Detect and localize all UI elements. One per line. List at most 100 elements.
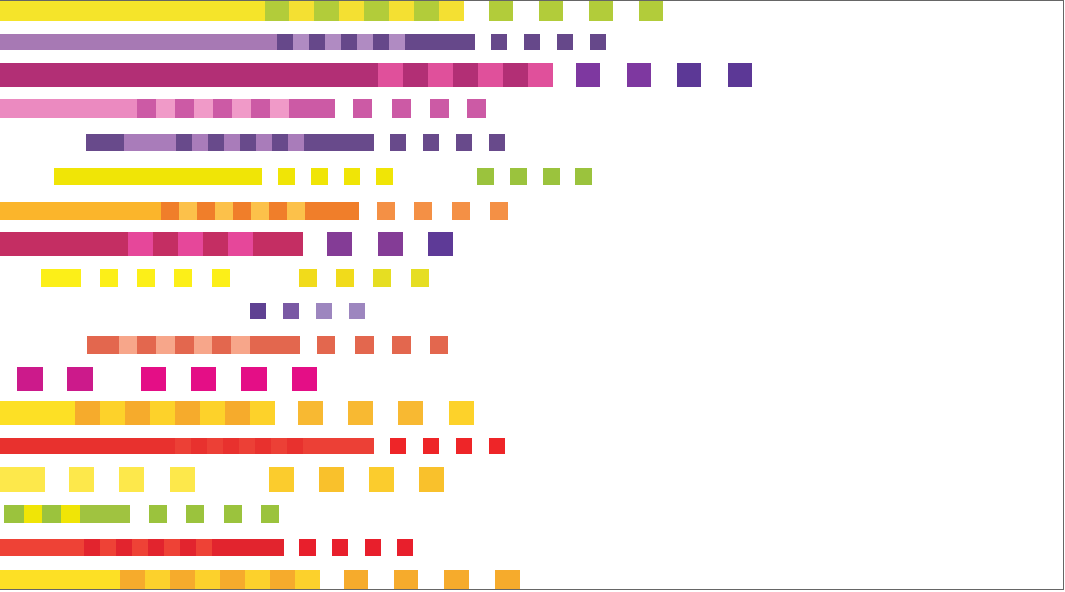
stripe-block <box>120 570 145 589</box>
stripe-block <box>178 232 203 256</box>
stripe-block <box>87 336 119 354</box>
stripe-block <box>575 168 592 185</box>
stripe-row <box>0 168 1063 185</box>
stripe-block <box>344 570 368 589</box>
stripe-block <box>289 99 335 118</box>
stripe-block <box>377 202 395 220</box>
stripe-block <box>0 34 277 50</box>
stripe-block <box>414 1 439 21</box>
stripe-block <box>490 202 508 220</box>
stripe-block <box>212 269 230 287</box>
stripe-row <box>0 63 1063 87</box>
stripe-block <box>495 570 520 589</box>
stripe-block <box>303 438 374 454</box>
stripe-block <box>180 539 196 556</box>
stripe-block <box>86 134 124 151</box>
stripe-block <box>175 438 191 454</box>
stripe-block <box>269 202 287 220</box>
stripe-block <box>200 401 225 425</box>
stripe-block <box>305 202 359 220</box>
stripe-block <box>69 467 94 492</box>
stripe-block <box>319 467 344 492</box>
stripe-block <box>576 63 600 87</box>
stripe-block <box>398 401 423 425</box>
stripe-row <box>0 367 1063 391</box>
stripe-block <box>299 269 317 287</box>
stripe-block <box>0 1 265 21</box>
stripe-block <box>397 539 413 556</box>
stripe-block <box>394 570 418 589</box>
stripe-block <box>304 134 374 151</box>
stripe-row <box>0 401 1063 425</box>
stripe-block <box>212 539 284 556</box>
stripe-block <box>332 539 348 556</box>
stripe-block <box>153 232 178 256</box>
stripe-block <box>557 34 573 50</box>
stripe-block <box>293 34 309 50</box>
stripe-block <box>478 63 503 87</box>
stripe-block <box>528 63 553 87</box>
stripe-block <box>503 63 528 87</box>
stripe-block <box>376 168 393 185</box>
stripe-block <box>539 1 563 21</box>
stripe-block <box>176 134 192 151</box>
stripe-block <box>156 336 175 354</box>
stripe-block <box>197 202 215 220</box>
stripe-block <box>292 367 317 391</box>
stripe-block <box>311 168 328 185</box>
stripe-block <box>116 539 132 556</box>
stripe-block <box>150 401 175 425</box>
stripe-block <box>241 367 267 391</box>
stripe-block <box>161 202 179 220</box>
stripe-block <box>327 232 352 256</box>
stripe-block <box>170 570 195 589</box>
stripe-block <box>378 63 403 87</box>
stripe-block <box>728 63 752 87</box>
stripe-block <box>272 134 288 151</box>
stripe-block <box>132 539 148 556</box>
stripe-block <box>428 63 453 87</box>
stripe-block <box>61 505 80 523</box>
stripe-block <box>212 336 231 354</box>
stripe-block <box>309 34 325 50</box>
stripe-block <box>467 99 486 118</box>
stripe-block <box>489 438 505 454</box>
stripe-block <box>456 134 472 151</box>
stripe-block <box>220 570 245 589</box>
stripe-block <box>0 232 128 256</box>
stripe-block <box>148 539 164 556</box>
stripe-row <box>0 34 1063 50</box>
stripe-block <box>453 63 478 87</box>
stripe-block <box>423 438 439 454</box>
stripe-block <box>283 303 299 319</box>
stripe-block <box>349 303 365 319</box>
stripe-row <box>0 303 1063 319</box>
stripe-block <box>353 99 372 118</box>
stripe-block <box>277 34 293 50</box>
stripe-block <box>299 539 316 556</box>
stripe-block <box>627 63 651 87</box>
stripe-row <box>0 99 1063 118</box>
stripe-block <box>477 168 494 185</box>
stripe-block <box>524 34 540 50</box>
stripe-block <box>317 336 335 354</box>
stripe-block <box>100 539 116 556</box>
stripe-block <box>378 232 403 256</box>
stripe-block <box>0 539 84 556</box>
stripe-block <box>124 134 176 151</box>
stripe-block <box>341 34 357 50</box>
stripe-block <box>119 336 137 354</box>
stripe-block <box>213 99 232 118</box>
stripe-block <box>215 202 233 220</box>
stripe-block <box>75 401 100 425</box>
stripe-block <box>224 505 242 523</box>
stripe-block <box>357 34 373 50</box>
stripe-block <box>0 99 137 118</box>
stripe-block <box>175 99 194 118</box>
stripe-block <box>203 232 228 256</box>
stripe-block <box>240 134 256 151</box>
stripe-block <box>289 1 314 21</box>
stripe-block <box>145 570 170 589</box>
stripe-row <box>0 570 1063 589</box>
